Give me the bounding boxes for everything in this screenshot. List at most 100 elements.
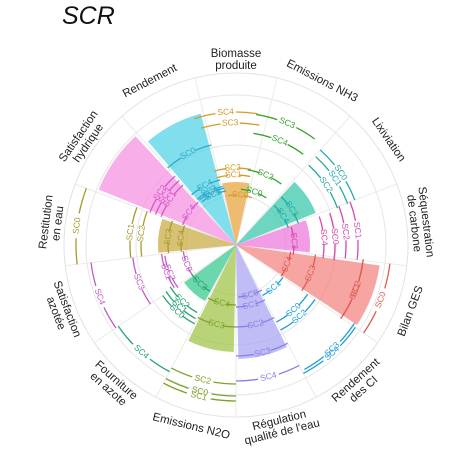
- bar-wedge: [188, 245, 236, 352]
- scenario-arc: [160, 204, 168, 217]
- scenario-label: SC2: [246, 317, 265, 331]
- scenario-arc: [201, 196, 210, 203]
- scenario-label: SC4: [259, 369, 278, 383]
- scenario-arc: [183, 310, 196, 320]
- scenario-arc: [344, 240, 347, 259]
- scenario-arc: [78, 188, 88, 214]
- scenario-label: SC3: [253, 345, 272, 359]
- scenario-arc: [288, 251, 292, 261]
- scenario-arc: [261, 317, 275, 324]
- scenario-arc: [196, 193, 206, 200]
- axis-label-line: Emissions NH3: [284, 58, 359, 105]
- scenario-arc: [358, 259, 364, 280]
- scenario-label: SC0: [373, 290, 388, 309]
- scenario-arc: [168, 220, 174, 232]
- scenario-arc: [226, 303, 237, 306]
- bar-wedge: [236, 245, 380, 325]
- scenario-arc: [90, 262, 97, 287]
- scenario-arc: [103, 307, 117, 329]
- grid: [63, 72, 409, 418]
- scenario-label: SC4: [217, 106, 235, 117]
- scenario-label: SC4: [319, 229, 330, 247]
- scenario-arc: [149, 198, 157, 213]
- scenario-arc: [298, 294, 309, 306]
- scenario-arc: [75, 238, 78, 265]
- scenario-arc: [262, 289, 271, 297]
- scenario-label: SC3: [278, 115, 297, 131]
- scenario-arc: [154, 201, 163, 215]
- scenario-arc: [165, 378, 189, 389]
- scenario-arc: [181, 315, 195, 325]
- scenario-label: SC0: [330, 228, 341, 246]
- scenario-label: SC4: [270, 132, 289, 148]
- scenario-arc: [211, 393, 237, 397]
- scenario-arc: [296, 127, 316, 140]
- scenario-arc: [384, 263, 391, 289]
- scenario-arc: [341, 298, 353, 318]
- bar-wedge: [147, 113, 236, 246]
- axis-label-line: Rendement: [121, 62, 180, 101]
- scenario-label: SC0: [241, 287, 260, 301]
- scenario-arc: [210, 398, 237, 402]
- axis-label: Lixiviation: [369, 116, 408, 164]
- scenario-arc: [280, 196, 289, 206]
- scenario-arc: [308, 164, 322, 179]
- axis-label-line: produite: [215, 60, 257, 72]
- scenario-arc: [140, 240, 143, 257]
- scenario-arc: [197, 317, 211, 324]
- axis-label: Satisfactionazotée: [39, 279, 83, 343]
- axis-label: Restitutionen eau: [37, 194, 67, 251]
- scenario-arc: [329, 212, 335, 229]
- scenario-arc: [254, 289, 263, 295]
- scenario-arc: [200, 123, 221, 129]
- scenario-label: SC2: [224, 162, 241, 173]
- scenario-arc: [182, 216, 188, 226]
- scenario-label: SC4: [132, 342, 151, 361]
- scenario-label: SC3: [132, 272, 147, 291]
- scenario-arc: [141, 289, 151, 305]
- grid-spoke: [235, 244, 407, 267]
- scenario-arc: [168, 180, 180, 192]
- scenario-arc: [209, 179, 221, 185]
- scenario-arc: [235, 325, 250, 328]
- scenario-arc: [303, 360, 324, 374]
- scenario-arc: [270, 342, 288, 351]
- scenario-label: SC3: [222, 117, 239, 128]
- scenario-arc: [338, 185, 349, 205]
- scenario-arc: [256, 113, 278, 121]
- axis-label-line: Biomasse: [211, 48, 262, 60]
- scenario-arc: [142, 211, 148, 227]
- scenario-arc: [280, 321, 295, 331]
- grid-spoke: [235, 77, 278, 246]
- scenario-arc: [165, 291, 175, 303]
- scenario-label: SC2: [194, 372, 213, 386]
- axis-label-line: en eau: [50, 205, 66, 241]
- chart-title: SCR: [62, 2, 115, 30]
- scenario-arc: [238, 167, 252, 171]
- scenario-arc: [290, 226, 294, 237]
- scenario-arc: [338, 205, 345, 224]
- scenario-arc: [276, 313, 289, 323]
- scenario-label: SC3: [289, 232, 300, 249]
- scenario-arc: [202, 285, 211, 292]
- grid-spoke: [235, 115, 351, 246]
- axis-label: Bilan GES: [396, 284, 426, 338]
- axis-label: Fournitureen azote: [84, 359, 139, 412]
- scenario-arc: [235, 353, 255, 357]
- scenario-arc: [131, 207, 138, 225]
- scenario-arc: [191, 201, 199, 210]
- bar-wedge: [184, 245, 236, 302]
- scenario-arc: [227, 194, 237, 197]
- scenario-arc: [164, 255, 169, 268]
- scenario-arc: [186, 304, 198, 314]
- scenario-arc: [287, 143, 304, 155]
- scenario-arc: [117, 325, 134, 345]
- scenario-arc: [181, 225, 186, 235]
- scenario-arc: [235, 378, 259, 382]
- scenario-arc: [160, 253, 165, 267]
- scenario-arc: [235, 305, 247, 308]
- scenario-arc: [171, 277, 179, 288]
- axis-label: Biomasse produite: [211, 48, 262, 72]
- scenario-arc: [182, 251, 186, 261]
- scenario-arc: [276, 277, 284, 286]
